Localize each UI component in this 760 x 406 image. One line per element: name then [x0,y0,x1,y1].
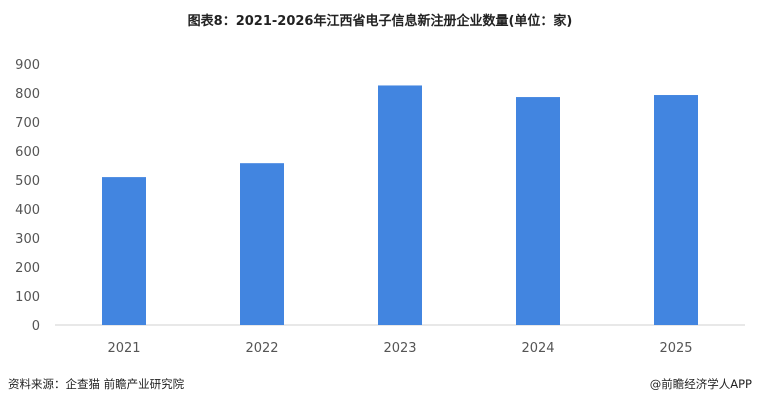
credit-note: @前瞻经济学人APP [649,377,752,391]
source-note: 资料来源：企查猫 前瞻产业研究院 [8,377,185,391]
bar [378,85,422,326]
x-tick-label: 2023 [383,341,416,356]
y-tick-label: 0 [32,319,40,334]
bar [516,97,560,325]
y-tick-label: 200 [15,261,40,276]
x-tick-label: 2024 [521,341,554,356]
bar [654,95,698,325]
x-tick-label: 2021 [107,341,140,356]
y-tick-label: 700 [15,116,40,131]
y-tick-label: 600 [15,145,40,160]
bar [240,163,284,325]
bar-chart: 0 100 200 300 400 500 600 700 800 900 2021 2022 2023… [15,58,745,356]
x-tick-label: 2025 [659,341,692,356]
y-tick-label: 300 [15,232,40,247]
y-tick-label: 800 [15,87,40,102]
bar [102,177,146,325]
y-tick-label: 500 [15,174,40,189]
y-tick-label: 100 [15,290,40,305]
y-tick-label: 400 [15,203,40,218]
y-tick-label: 900 [15,58,40,73]
chart-title: 图表8：2021-2026年江西省电子信息新注册企业数量(单位：家) [187,14,573,29]
x-tick-label: 2022 [245,341,278,356]
